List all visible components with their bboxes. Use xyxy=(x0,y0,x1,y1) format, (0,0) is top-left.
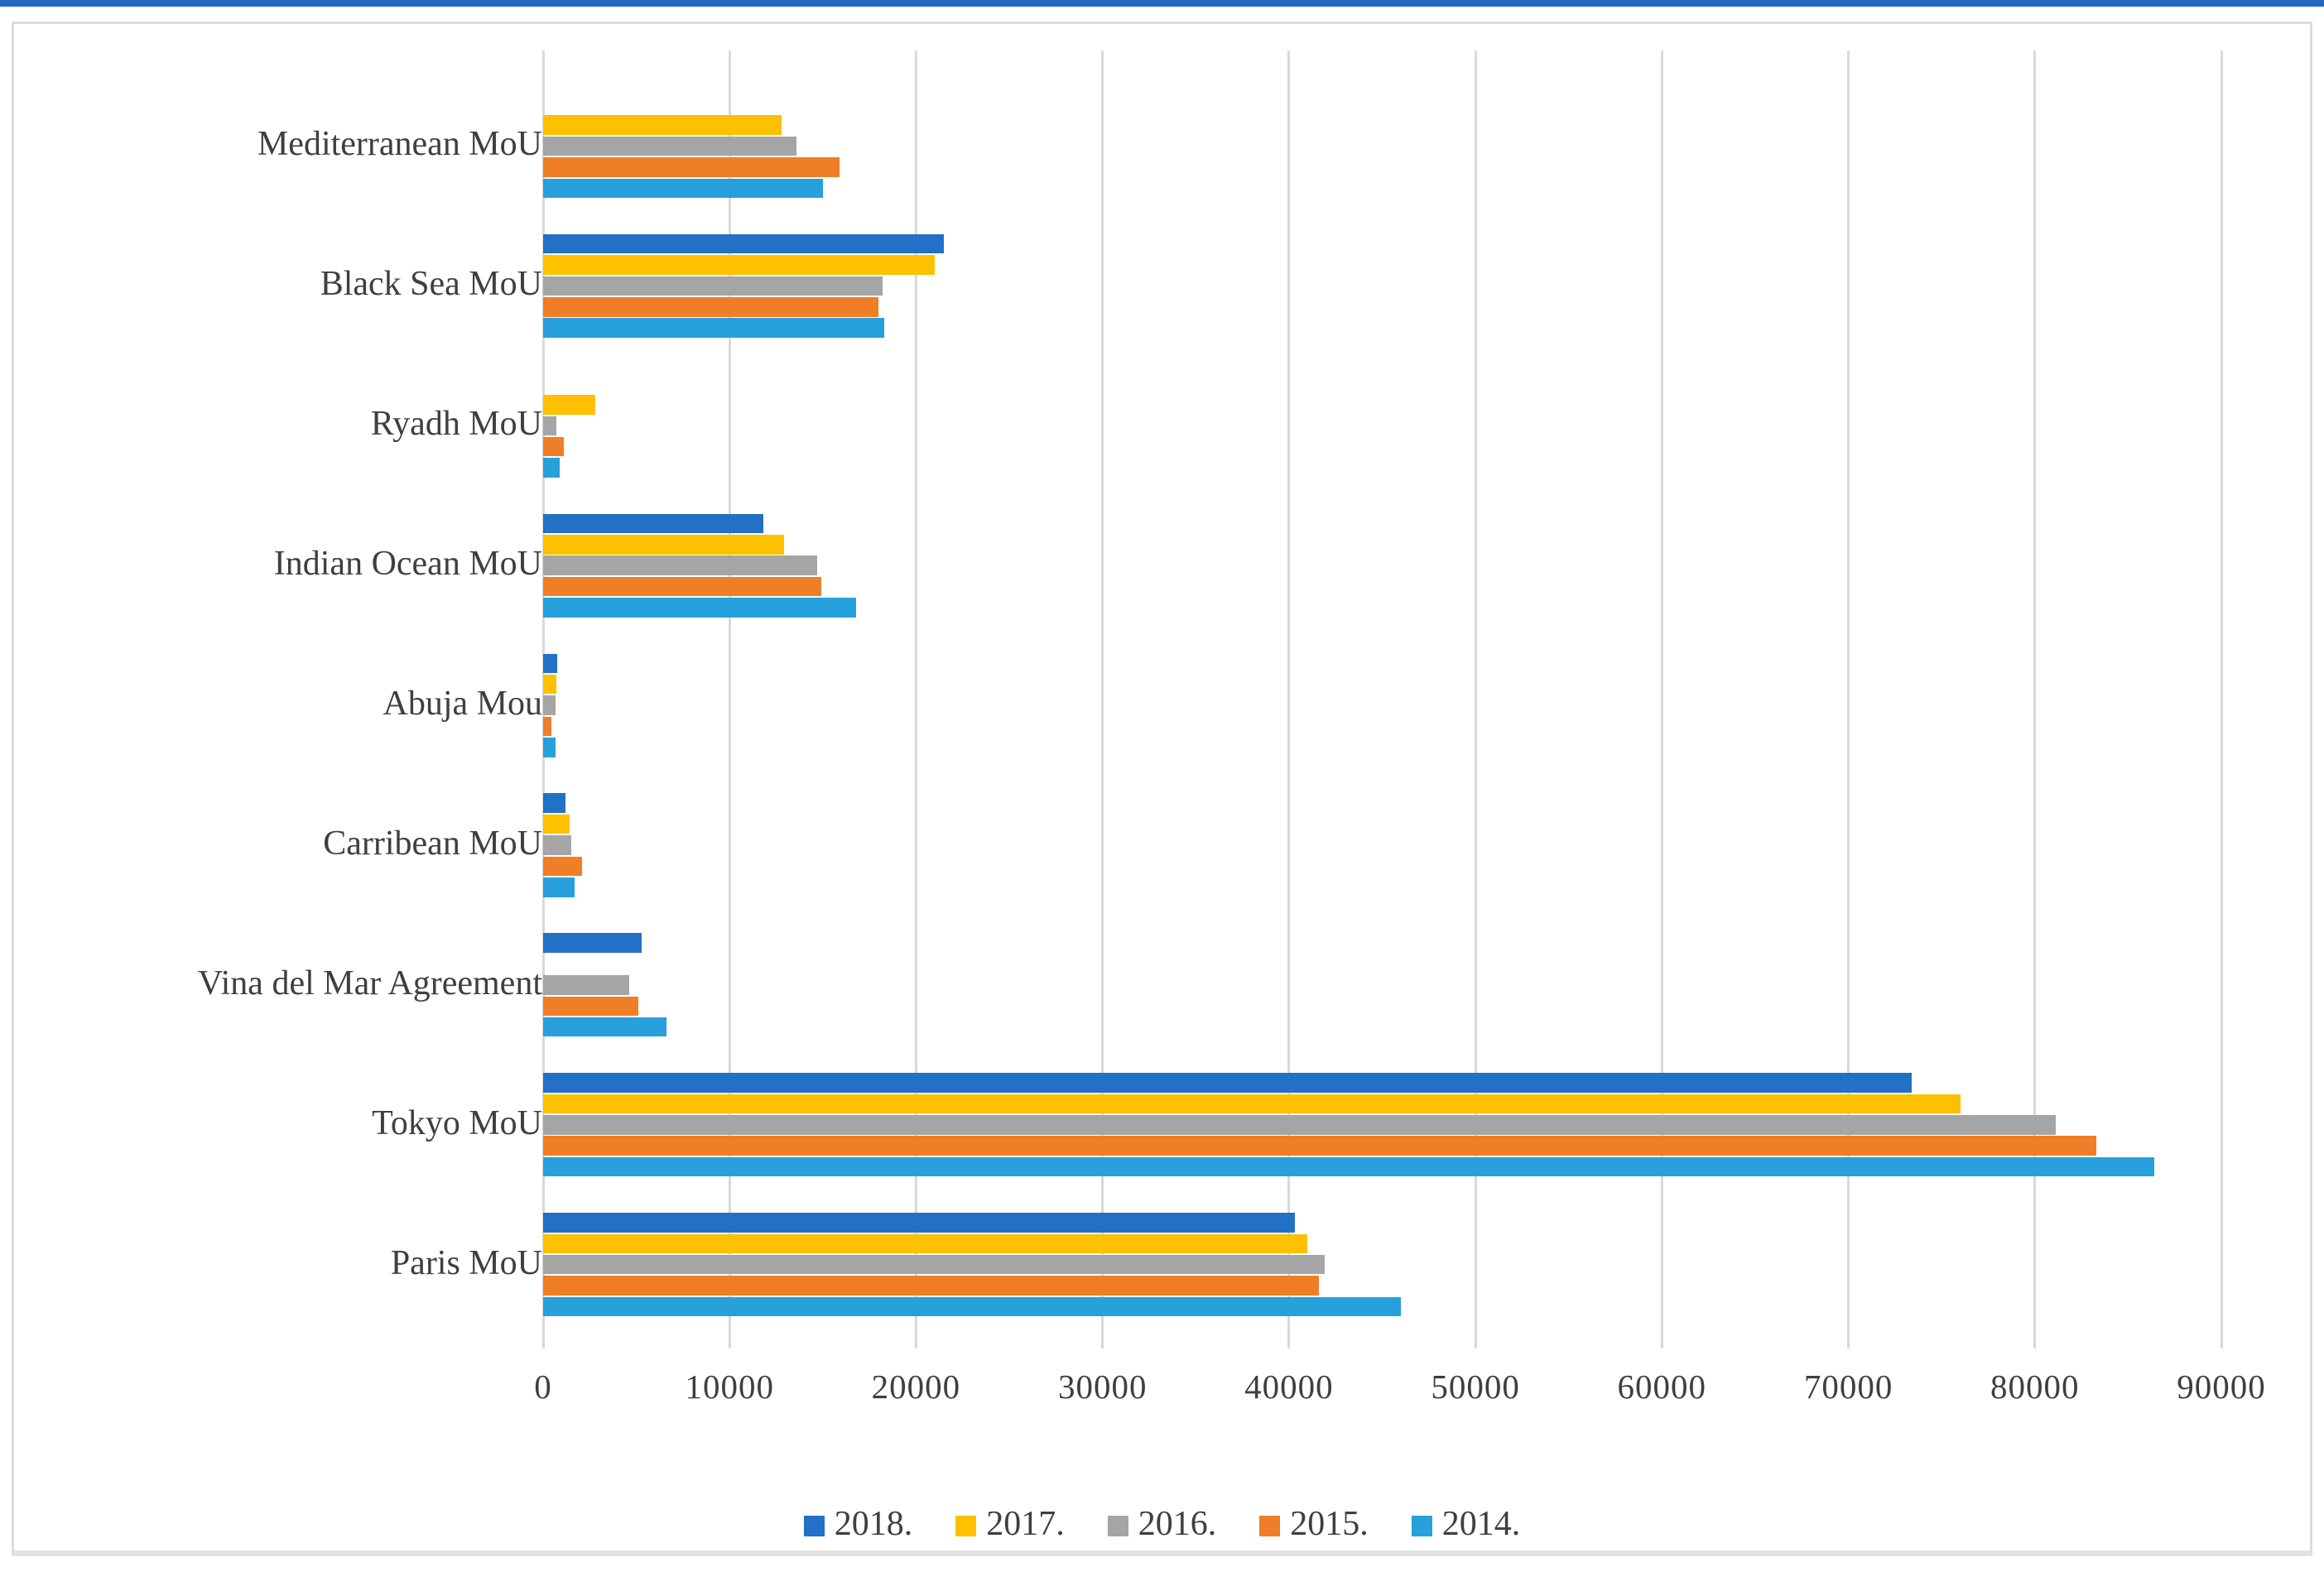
category-label: Black Sea MoU xyxy=(320,265,542,304)
top-accent-line xyxy=(0,0,2324,7)
bar-2017-5 xyxy=(543,814,570,834)
bar-2016-5 xyxy=(543,835,571,855)
x-axis-tick-label: 60000 xyxy=(1617,1368,1707,1406)
legend-label: 2018. xyxy=(834,1505,913,1543)
x-gridline xyxy=(1287,50,1291,1348)
bar-2014-0 xyxy=(543,178,823,199)
bar-2017-2 xyxy=(543,395,596,415)
legend-label: 2017. xyxy=(986,1505,1065,1543)
bar-2018-5 xyxy=(543,793,565,813)
category-label: Mediterranean MoU xyxy=(257,125,542,164)
bar-2016-7 xyxy=(543,1115,2056,1135)
x-gridline xyxy=(914,50,917,1348)
x-axis-tick-label: 10000 xyxy=(685,1368,774,1406)
legend-label: 2015. xyxy=(1290,1505,1369,1543)
legend-item: 2017. xyxy=(955,1504,1065,1544)
bar-2018-1 xyxy=(543,233,945,254)
legend-swatch xyxy=(1411,1515,1432,1536)
bar-2017-0 xyxy=(543,115,782,135)
x-gridline xyxy=(728,50,731,1348)
x-axis-tick-label: 0 xyxy=(534,1368,552,1406)
legend-swatch xyxy=(1259,1515,1281,1536)
bar-2015-8 xyxy=(543,1276,1319,1296)
bar-2015-1 xyxy=(543,297,879,317)
bar-2015-4 xyxy=(543,716,552,737)
bar-2014-1 xyxy=(543,318,885,338)
bar-2017-8 xyxy=(543,1233,1308,1254)
bar-2014-3 xyxy=(543,598,857,618)
category-label: Vina del Mar Agreement xyxy=(197,964,542,1002)
legend-item: 2015. xyxy=(1259,1504,1369,1544)
bar-2018-4 xyxy=(543,653,557,674)
legend-swatch xyxy=(955,1515,977,1536)
bar-2017-3 xyxy=(543,535,784,555)
x-gridline xyxy=(1101,50,1104,1348)
bar-2014-8 xyxy=(543,1296,1401,1317)
bar-2016-1 xyxy=(543,276,883,296)
bar-2017-1 xyxy=(543,255,935,275)
category-label: Tokyo MoU xyxy=(372,1103,542,1142)
x-gridline xyxy=(2033,50,2037,1348)
x-gridline xyxy=(2220,50,2223,1348)
bar-2014-2 xyxy=(543,458,561,478)
x-axis-tick-label: 90000 xyxy=(2177,1368,2266,1406)
x-axis-tick-label: 20000 xyxy=(871,1368,961,1406)
category-label: Abuja Mou xyxy=(383,685,543,723)
legend-swatch xyxy=(803,1515,825,1536)
bar-2016-4 xyxy=(543,695,556,715)
bar-2014-6 xyxy=(543,1017,666,1037)
chart-frame: 0 10000 20000 30000 40000 50000 60000 70000 8000… xyxy=(12,22,2312,1556)
legend-item: 2014. xyxy=(1411,1504,1521,1544)
bar-2017-7 xyxy=(543,1094,1961,1114)
bar-2015-0 xyxy=(543,157,840,177)
bar-2016-2 xyxy=(543,416,556,436)
bar-2016-8 xyxy=(543,1254,1325,1275)
bar-2015-6 xyxy=(543,996,638,1017)
bar-2016-6 xyxy=(543,975,629,995)
bar-2015-7 xyxy=(543,1136,2097,1156)
legend-item: 2018. xyxy=(803,1504,913,1544)
x-axis-tick-label: 40000 xyxy=(1244,1368,1334,1406)
bar-2018-8 xyxy=(543,1213,1295,1233)
bar-2018-6 xyxy=(543,933,642,953)
x-gridline xyxy=(1660,50,1663,1348)
bar-2016-0 xyxy=(543,136,797,156)
bar-2017-4 xyxy=(543,674,556,695)
bar-2018-7 xyxy=(543,1073,1913,1093)
bar-2015-3 xyxy=(543,576,821,597)
category-label: Carribean MoU xyxy=(323,824,542,863)
x-axis-tick-label: 70000 xyxy=(1803,1368,1893,1406)
legend-swatch xyxy=(1107,1515,1128,1536)
bar-2014-7 xyxy=(543,1156,2154,1177)
bar-2015-2 xyxy=(543,436,564,457)
legend: 2018. 2017. 2016. 2015. 2014. xyxy=(14,1504,2310,1544)
legend-item: 2016. xyxy=(1107,1504,1217,1544)
category-label: Paris MoU xyxy=(390,1243,542,1282)
legend-label: 2016. xyxy=(1138,1505,1217,1543)
x-axis-tick-label: 50000 xyxy=(1431,1368,1520,1406)
bar-2014-5 xyxy=(543,877,575,897)
bar-2016-3 xyxy=(543,555,818,575)
legend-label: 2014. xyxy=(1441,1505,1521,1543)
category-label: Ryadh MoU xyxy=(370,405,542,444)
bar-2014-4 xyxy=(543,738,556,757)
bar-2015-5 xyxy=(543,856,583,877)
x-gridline xyxy=(1474,50,1477,1348)
x-axis-tick-label: 80000 xyxy=(1990,1368,2080,1406)
x-gridline xyxy=(1847,50,1850,1348)
x-axis-tick-label: 30000 xyxy=(1057,1368,1148,1406)
bar-2018-3 xyxy=(543,513,763,534)
category-label: Indian Ocean MoU xyxy=(273,545,542,584)
